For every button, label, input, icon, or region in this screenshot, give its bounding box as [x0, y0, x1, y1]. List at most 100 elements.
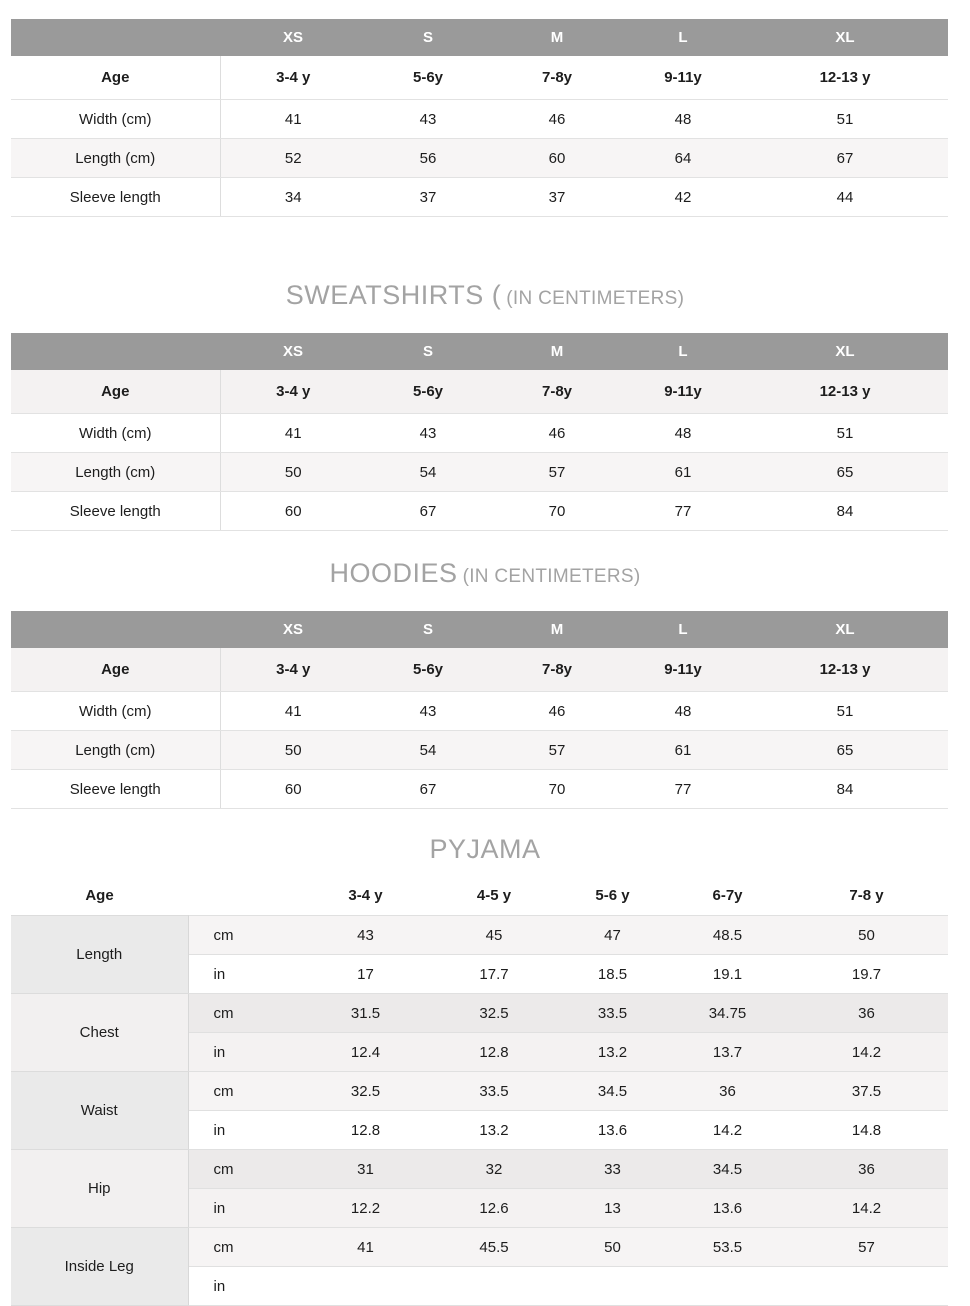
header-age-2: 4-5 y [433, 875, 555, 916]
size-header-m: M [490, 19, 624, 56]
cell-age-xl: 12-13 y [742, 370, 948, 414]
cell-sleeve-xl: 84 [742, 491, 948, 531]
cell-sleeve-l: 77 [624, 769, 742, 809]
cell-length-m: 57 [490, 730, 624, 770]
table-row: Sleeve length 60 67 70 77 84 [11, 769, 948, 809]
cell-length-xs: 50 [220, 452, 366, 492]
cell-length-cm-2: 45 [433, 915, 555, 955]
cell-width-xs: 41 [220, 691, 366, 731]
cell-waist-in-2: 13.2 [433, 1110, 555, 1150]
cell-width-s: 43 [366, 99, 490, 139]
cell-width-xl: 51 [742, 99, 948, 139]
table-row: Hip cm 31 32 33 34.5 36 [11, 1149, 948, 1228]
cell-length-cm-4: 48.5 [670, 915, 785, 955]
table-row: Sleeve length 34 37 37 42 44 [11, 177, 948, 217]
cell-waist-in-5: 14.8 [785, 1110, 948, 1150]
size-header-s: S [366, 19, 490, 56]
table-row: Length (cm) 50 54 57 61 65 [11, 730, 948, 770]
cell-chest-cm-3: 33.5 [555, 993, 670, 1033]
cell-inside-leg-in-3 [555, 1266, 670, 1306]
cell-length-l: 64 [624, 138, 742, 178]
cell-hip-cm-3: 33 [555, 1149, 670, 1189]
table-body-tshirts: Age 3-4 y 5-6y 7-8y 9-11y 12-13 y Width … [11, 56, 948, 217]
size-header-xs: XS [220, 333, 366, 370]
size-header-xl: XL [742, 19, 948, 56]
cell-sleeve-l: 42 [624, 177, 742, 217]
cell-width-m: 46 [490, 99, 624, 139]
section-heading-hoodies: HOODIES (IN CENTIMETERS) [0, 558, 970, 589]
size-table-sweatshirts: XS S M L XL Age 3-4 y 5-6y 7-8y 9-11y 12… [11, 333, 948, 531]
cell-sleeve-m: 37 [490, 177, 624, 217]
table-body-sweatshirts: Age 3-4 y 5-6y 7-8y 9-11y 12-13 y Width … [11, 370, 948, 531]
header-age-5: 7-8 y [785, 875, 948, 916]
heading-main-sweatshirts: SWEATSHIRTS ( [285, 280, 502, 310]
cell-age-m: 7-8y [490, 648, 624, 692]
cell-width-m: 46 [490, 691, 624, 731]
unit-in: in [188, 1032, 298, 1072]
cell-hip-in-3: 13 [555, 1188, 670, 1228]
cell-waist-cm-1: 32.5 [298, 1071, 433, 1111]
cell-chest-in-1: 12.4 [298, 1032, 433, 1072]
cell-length-in-5: 19.7 [785, 954, 948, 994]
header-unit-blank [188, 875, 298, 916]
cell-age-xl: 12-13 y [742, 648, 948, 692]
heading-main-pyjama: PYJAMA [429, 834, 541, 864]
cell-width-s: 43 [366, 691, 490, 731]
cell-waist-in-3: 13.6 [555, 1110, 670, 1150]
size-table-pyjama: Age 3-4 y 4-5 y 5-6 y 6-7y 7-8 y Length … [11, 875, 948, 1306]
size-header-xl: XL [742, 611, 948, 648]
table-row: Sleeve length 60 67 70 77 84 [11, 491, 948, 531]
cell-inside-leg-cm-4: 53.5 [670, 1227, 785, 1267]
row-label-sleeve: Sleeve length [11, 769, 221, 809]
size-header-l: L [624, 611, 742, 648]
cell-length-in-1: 17 [298, 954, 433, 994]
size-header-xl: XL [742, 333, 948, 370]
table-row: Inside Leg cm 41 45.5 50 53.5 57 [11, 1227, 948, 1306]
cell-sleeve-xs: 60 [220, 491, 366, 531]
table-row-age: Age 3-4 y 5-6y 7-8y 9-11y 12-13 y [11, 56, 948, 100]
cell-length-in-3: 18.5 [555, 954, 670, 994]
cell-width-l: 48 [624, 99, 742, 139]
heading-sub-sweatshirts: (IN CENTIMETERS) [506, 288, 685, 309]
row-label-age: Age [11, 56, 221, 100]
cell-age-xs: 3-4 y [220, 56, 366, 100]
heading-main-hoodies: HOODIES [329, 558, 458, 588]
cell-hip-in-5: 14.2 [785, 1188, 948, 1228]
table-body-hoodies: Age 3-4 y 5-6y 7-8y 9-11y 12-13 y Width … [11, 648, 948, 809]
header-age-1: 3-4 y [298, 875, 433, 916]
cell-length-xl: 67 [742, 138, 948, 178]
cell-hip-in-2: 12.6 [433, 1188, 555, 1228]
size-header-row: XS S M L XL [11, 611, 948, 648]
cell-length-xl: 65 [742, 730, 948, 770]
header-age-3: 5-6 y [555, 875, 670, 916]
unit-cm: cm [188, 1071, 298, 1111]
header-age-label: Age [11, 875, 188, 916]
row-label-inside-leg: Inside Leg [11, 1227, 189, 1306]
size-table-tshirts: XS S M L XL Age 3-4 y 5-6y 7-8y 9-11y 12… [11, 19, 948, 217]
cell-length-xl: 65 [742, 452, 948, 492]
table-row: in 17 17.7 18.5 19.1 19.7 [11, 954, 948, 994]
size-header-blank [11, 19, 220, 56]
cell-hip-cm-5: 36 [785, 1149, 948, 1189]
size-header-m: M [490, 333, 624, 370]
cell-length-in-4: 19.1 [670, 954, 785, 994]
cell-inside-leg-cm-1: 41 [298, 1227, 433, 1267]
cell-width-m: 46 [490, 413, 624, 453]
row-label-width: Width (cm) [11, 413, 221, 453]
table-row: Length (cm) 50 54 57 61 65 [11, 452, 948, 492]
table-row: Waist cm 32.5 33.5 34.5 36 37.5 [11, 1071, 948, 1150]
row-label-sleeve: Sleeve length [11, 491, 221, 531]
cell-width-s: 43 [366, 413, 490, 453]
table-row: Chest cm 31.5 32.5 33.5 34.75 36 [11, 993, 948, 1072]
cell-chest-cm-2: 32.5 [433, 993, 555, 1033]
size-header-l: L [624, 333, 742, 370]
cell-inside-leg-cm-5: 57 [785, 1227, 948, 1267]
cell-sleeve-xl: 44 [742, 177, 948, 217]
cell-length-l: 61 [624, 730, 742, 770]
cell-inside-leg-cm-2: 45.5 [433, 1227, 555, 1267]
cell-age-s: 5-6y [366, 56, 490, 100]
header-age-4: 6-7y [670, 875, 785, 916]
size-header-blank [11, 611, 220, 648]
row-label-length: Length (cm) [11, 452, 221, 492]
